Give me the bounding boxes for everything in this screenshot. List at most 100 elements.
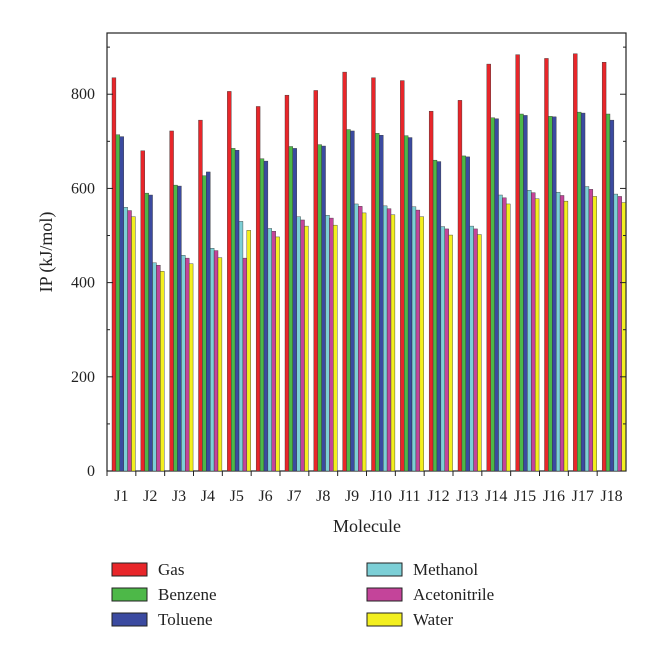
bar-acetonitrile-j12: [444, 228, 449, 472]
bar-toluene-j4: [206, 171, 211, 472]
bar-methanol-j15: [527, 190, 532, 472]
bar-acetonitrile-j17: [588, 189, 594, 472]
x-tick-label: J7: [287, 488, 301, 505]
bar-gas-j3: [169, 130, 174, 472]
bar-toluene-j17: [580, 112, 586, 472]
bar-benzene-j14: [490, 117, 495, 472]
bar-benzene-j9: [346, 129, 351, 472]
legend-swatch-gas: [111, 562, 148, 577]
bar-toluene-j12: [436, 161, 442, 472]
bar-benzene-j3: [173, 184, 178, 472]
bar-acetonitrile-j3: [185, 257, 190, 472]
bar-water-j13: [477, 234, 482, 472]
x-tick-label: J11: [399, 488, 421, 505]
x-axis: J1 J2 J3 J4 J5 J6 J7 J8 J9 J10 J11 J12 J13 J14 J15 J16 J…: [106, 471, 623, 505]
bar-gas-j17: [573, 53, 578, 472]
bar-toluene-j3: [177, 185, 182, 472]
bar-gas-j14: [486, 63, 491, 472]
bar-benzene-j2: [144, 192, 149, 472]
bar-methanol-j9: [354, 203, 359, 472]
bar-water-j12: [448, 234, 453, 472]
bar-methanol-j10: [383, 205, 388, 472]
bar-methanol-j13: [469, 225, 474, 472]
x-tick-label: J18: [600, 488, 622, 505]
y-tick-label: 400: [71, 275, 95, 292]
bar-water-j14: [506, 203, 511, 472]
bar-gas-j9: [342, 71, 347, 472]
x-tick-label: J8: [316, 488, 330, 505]
y-tick-label: 200: [71, 369, 95, 386]
bar-water-j8: [333, 224, 338, 472]
bar-benzene-j6: [259, 158, 265, 472]
x-tick-label: J2: [143, 488, 157, 505]
legend-swatch-toluene: [111, 612, 148, 627]
bar-toluene-j18: [609, 119, 615, 472]
bar-toluene-j5: [234, 150, 240, 472]
bar-gas-j18: [601, 62, 607, 472]
bar-methanol-j11: [411, 206, 417, 472]
bar-acetonitrile-j9: [358, 206, 363, 472]
y-tick-label: 800: [71, 86, 95, 103]
bar-methanol-j8: [325, 215, 330, 472]
bar-acetonitrile-j14: [502, 197, 507, 472]
bar-toluene-j14: [494, 118, 499, 472]
bar-water-j11: [419, 216, 424, 472]
bar-water-j16: [563, 200, 569, 472]
x-tick-label: J10: [370, 488, 392, 505]
bar-methanol-j16: [556, 191, 561, 472]
bar-water-j1: [131, 216, 136, 472]
bar-gas-j5: [227, 91, 232, 472]
bar-acetonitrile-j18: [617, 196, 622, 472]
bar-gas-j11: [400, 80, 405, 472]
bar-toluene-j15: [523, 115, 528, 472]
x-tick-label: J1: [114, 488, 128, 505]
bar-acetonitrile-j5: [242, 257, 248, 472]
x-tick-label: J14: [485, 488, 507, 505]
bar-water-j9: [361, 212, 367, 472]
y-tick-label: 600: [71, 180, 95, 197]
bar-toluene-j10: [379, 134, 384, 472]
x-tick-label: J5: [230, 488, 244, 505]
bar-gas-j16: [544, 58, 549, 472]
bar-benzene-j1: [115, 134, 121, 472]
bar-gas-j1: [111, 77, 117, 472]
bar-benzene-j12: [432, 159, 438, 472]
bar-methanol-j4: [209, 248, 215, 472]
legend-label-acetonitrile: Acetonitrile: [413, 585, 494, 604]
legend-swatch-benzene: [111, 587, 148, 602]
bar-gas-j12: [428, 110, 434, 472]
x-tick-label: J13: [456, 488, 478, 505]
bar-gas-j15: [515, 54, 520, 472]
legend-swatch-methanol: [366, 562, 403, 577]
bar-gas-j13: [457, 100, 463, 472]
bar-acetonitrile-j10: [386, 208, 392, 472]
bar-acetonitrile-j2: [156, 264, 161, 472]
bar-benzene-j16: [548, 116, 553, 472]
bar-water-j7: [304, 225, 309, 472]
legend-label-gas: Gas: [158, 560, 184, 579]
bar-methanol-j1: [123, 207, 128, 472]
bar-methanol-j2: [152, 262, 157, 472]
bar-acetonitrile-j11: [415, 209, 421, 472]
x-tick-label: J17: [572, 488, 594, 505]
bar-acetonitrile-j1: [127, 210, 132, 472]
bar-toluene-j7: [292, 148, 297, 472]
bar-water-j3: [188, 263, 194, 472]
bar-benzene-j18: [605, 113, 611, 472]
bar-water-j5: [246, 230, 251, 472]
bar-toluene-j9: [350, 130, 355, 472]
bar-gas-j4: [198, 119, 203, 472]
bar-water-j4: [217, 257, 223, 472]
legend-label-toluene: Toluene: [158, 610, 213, 629]
bar-benzene-j7: [288, 146, 293, 472]
bar-benzene-j11: [404, 135, 409, 472]
bar-toluene-j6: [263, 160, 269, 472]
bar-acetonitrile-j6: [271, 231, 276, 472]
bar-acetonitrile-j4: [213, 250, 219, 472]
bar-benzene-j4: [202, 175, 207, 472]
bar-gas-j7: [284, 94, 290, 472]
x-tick-label: J12: [427, 488, 449, 505]
bar-benzene-j13: [461, 155, 466, 472]
x-tick-label: J6: [258, 488, 272, 505]
